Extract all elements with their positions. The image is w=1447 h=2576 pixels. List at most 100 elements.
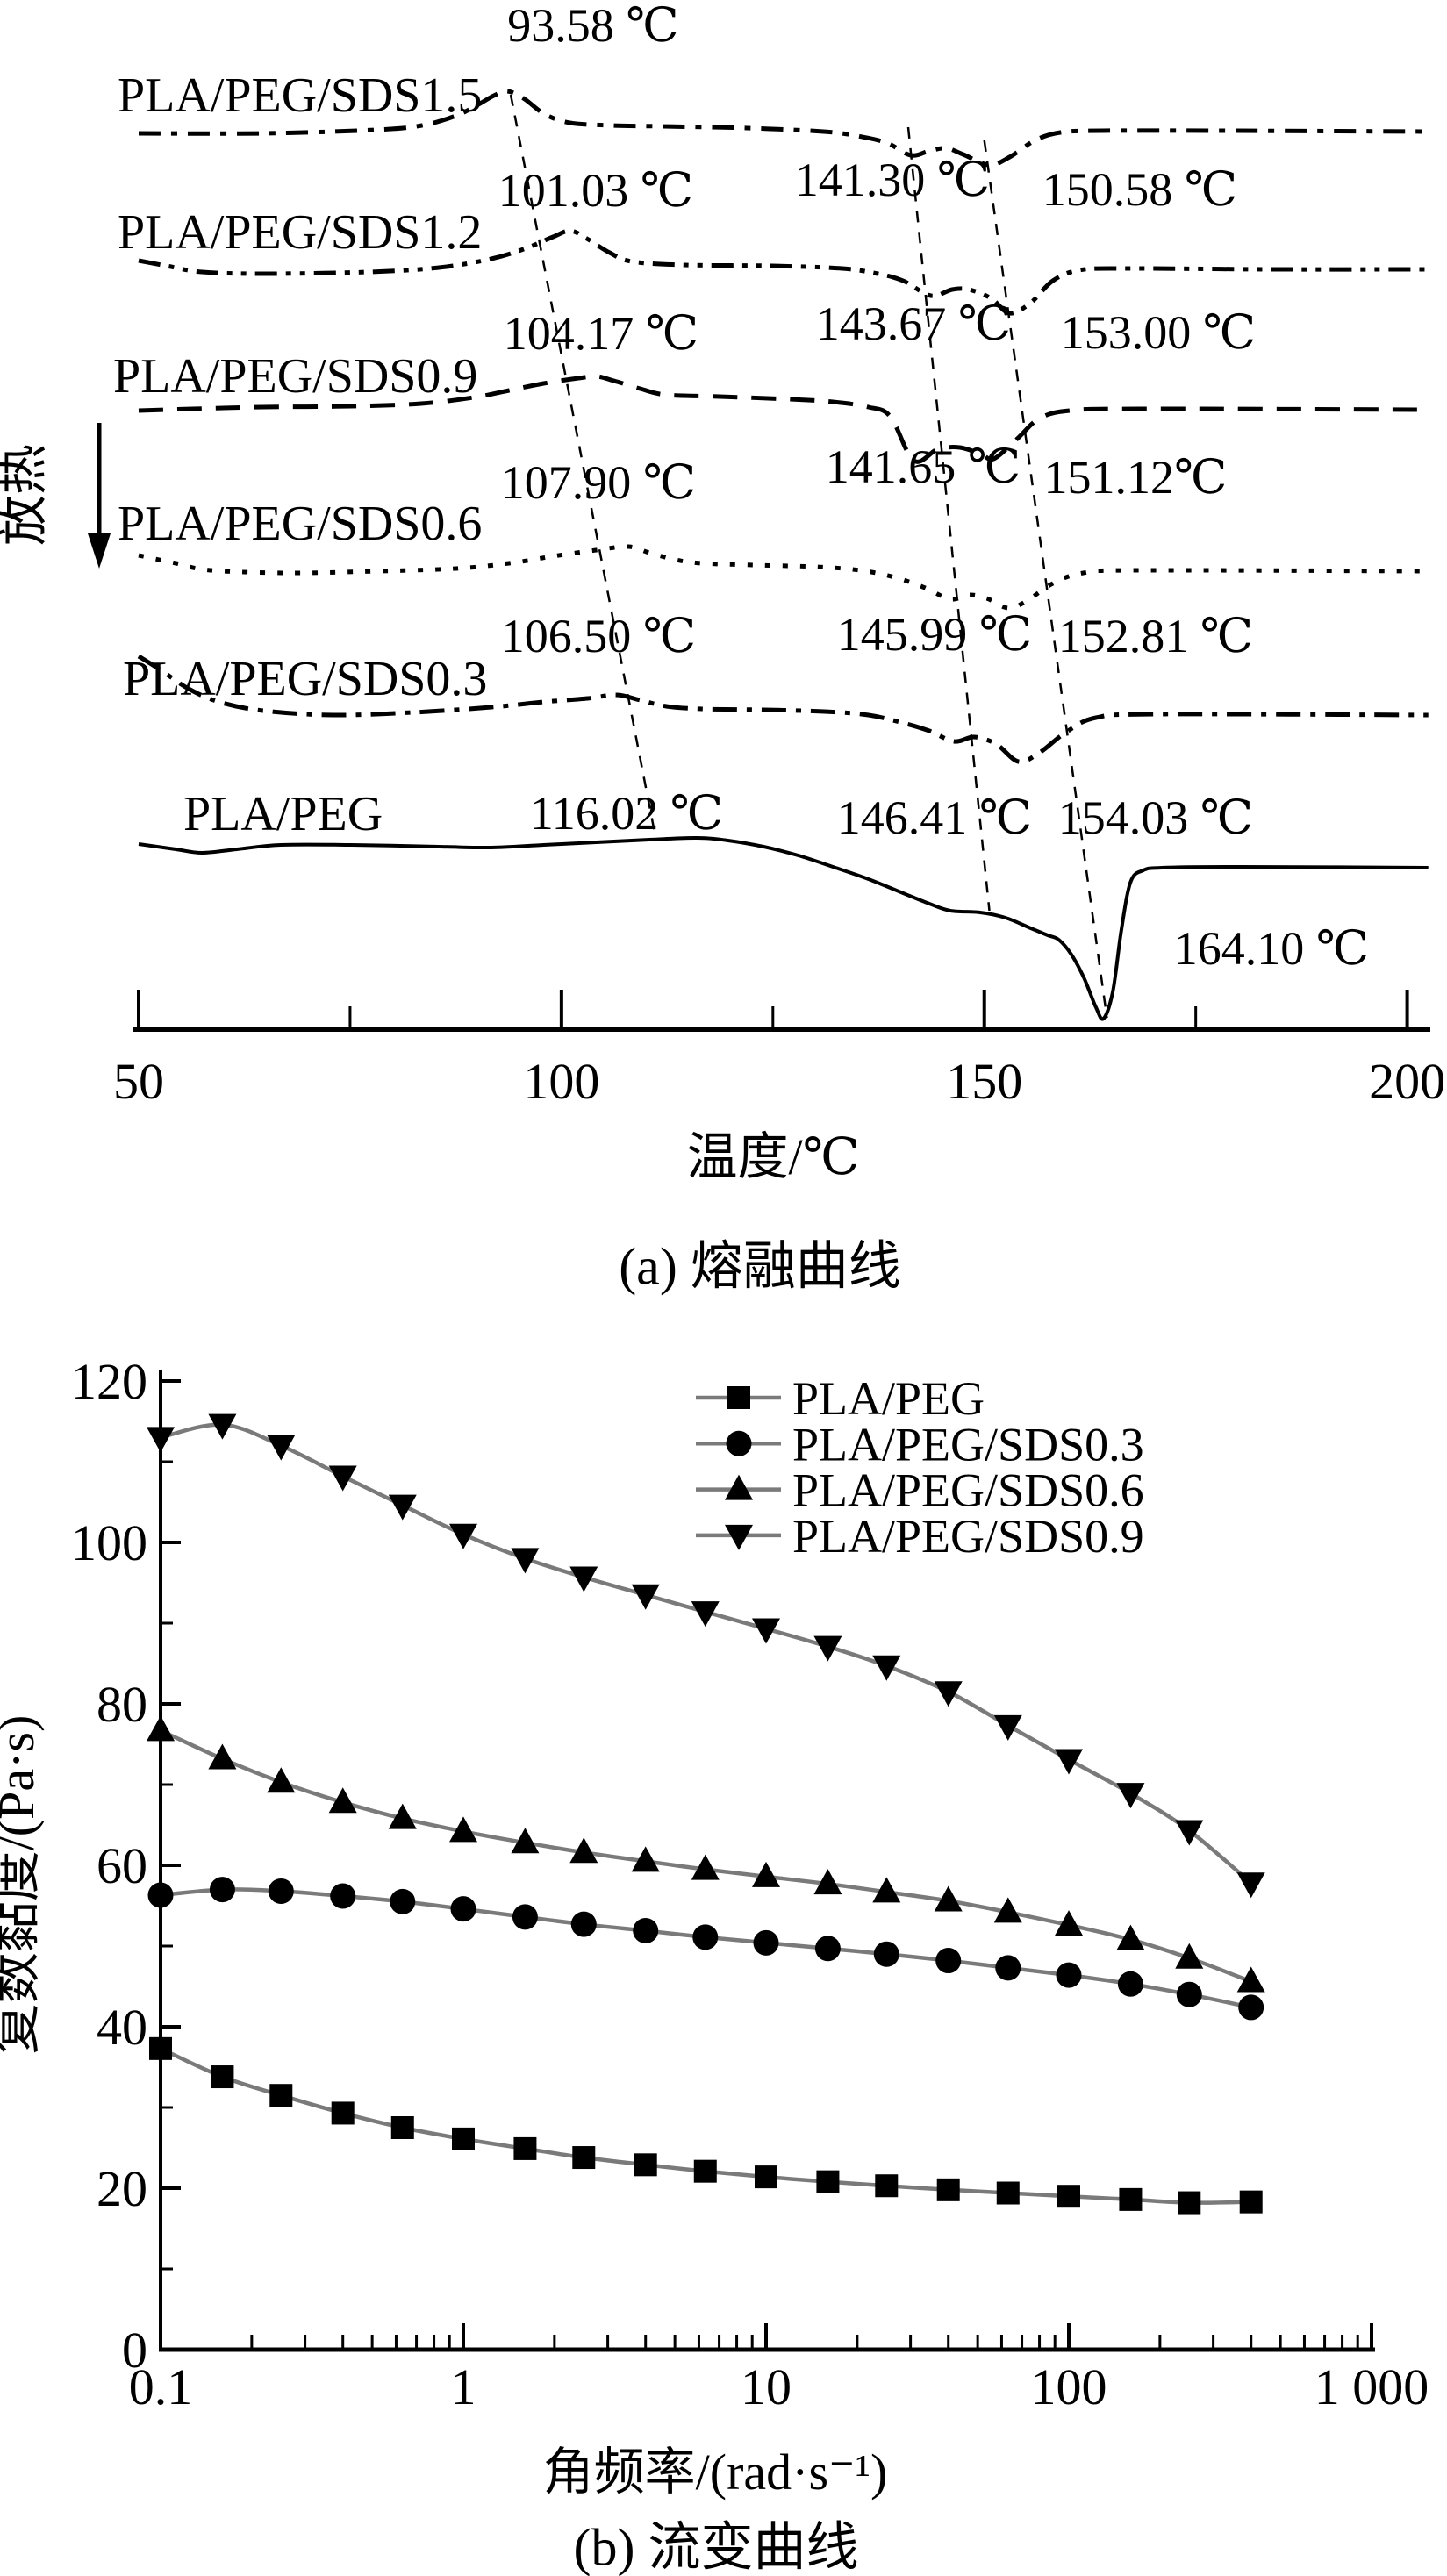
chart-b-y-ticks: 0 20 40 60 80 100 120 (71, 1353, 181, 2379)
dsc-curve-label: PLA/PEG/SDS0.9 (113, 349, 477, 404)
marker-circle (1176, 1981, 1202, 2007)
marker-square (755, 2165, 777, 2189)
chart-a-tick-label: 200 (1369, 1053, 1445, 1110)
temperature-annotation: 141.30 ℃ (795, 154, 990, 206)
marker-triangle-up (388, 1803, 417, 1829)
chart-a-dsc: 50 100 150 200PLA/PEG/SDS1.5PLA/PEG/SDS1.2P… (0, 0, 1445, 1110)
marker-triangle-down (388, 1494, 417, 1521)
legend-label: PLA/PEG/SDS0.6 (792, 1464, 1144, 1517)
marker-triangle-down (511, 1548, 540, 1574)
marker-triangle-up (631, 1846, 660, 1872)
chart-b-x-axis-title: 角频率/(rad·s⁻¹) (542, 2444, 888, 2501)
marker-triangle-down (752, 1618, 780, 1644)
marker-circle (692, 1924, 719, 1950)
peak-guide-line (906, 126, 991, 912)
marker-square (452, 2127, 475, 2150)
marker-circle (450, 1896, 476, 1922)
marker-circle (1238, 1994, 1264, 2021)
marker-triangle-down (1236, 1872, 1265, 1899)
marker-circle (814, 1936, 841, 1962)
marker-square (1239, 2190, 1263, 2214)
chart-b-x-tick-label: 0.1 (129, 2358, 193, 2415)
chart-b-y-tick-label: 60 (97, 1837, 147, 1894)
marker-triangle-up (147, 1715, 175, 1742)
marker-triangle-up (993, 1897, 1022, 1923)
chart-a-curve-labels: PLA/PEG/SDS1.5 PLA/PEG/SDS1.2 PLA/PEG/SDS0… (113, 68, 487, 841)
marker-triangle-down (691, 1601, 720, 1628)
marker-triangle-down (1055, 1749, 1083, 1775)
marker-square (816, 2170, 840, 2193)
marker-circle (512, 1904, 538, 1930)
marker-circle (935, 1948, 962, 1974)
marker-triangle-down (208, 1413, 237, 1440)
chart-a-caption: (a) 熔融曲线 (619, 1237, 901, 1296)
chart-b-legend: PLA/PEGPLA/PEG/SDS0.3PLA/PEG/SDS0.6PLA/P… (696, 1372, 1144, 1563)
marker-square (331, 2101, 355, 2125)
chart-a-x-ticks: 50 100 150 200 (113, 990, 1445, 1110)
dsc-curve-pla-peg-sds1.2 (138, 228, 1429, 316)
dsc-curve-pla-peg-sds0.6 (138, 544, 1429, 611)
marker-circle (330, 1883, 356, 1909)
peak-guide-line (509, 94, 658, 841)
series-pla-peg-sds0.6 (147, 1715, 1265, 1993)
peak-guide-line (983, 140, 1108, 1019)
marker-triangle-up (449, 1816, 477, 1843)
marker-circle (633, 1918, 659, 1944)
series-pla-peg-sds0.9 (147, 1413, 1265, 1899)
marker-triangle-up (872, 1877, 901, 1903)
dsc-curve-label: PLA/PEG/SDS1.2 (118, 205, 482, 260)
chart-b-x-tick-label: 1 000 (1314, 2358, 1429, 2415)
marker-triangle-down (934, 1681, 963, 1707)
marker-circle (268, 1878, 294, 1904)
marker-triangle-down (1175, 1820, 1204, 1846)
marker-triangle-down (872, 1655, 901, 1681)
dsc-curve-pla-peg-sds0.3 (137, 654, 1429, 764)
dsc-curve-label: PLA/PEG/SDS0.3 (123, 652, 487, 706)
marker-square (1119, 2187, 1143, 2211)
dsc-curve-label: PLA/PEG/SDS0.6 (118, 497, 482, 551)
temperature-annotation: 116.02 ℃ (530, 787, 723, 840)
dsc-curve-pla-peg-sds0.9 (138, 374, 1429, 464)
marker-circle (1056, 1962, 1082, 1988)
chart-b-x-tick-label: 10 (741, 2358, 792, 2415)
marker-square (572, 2146, 596, 2170)
chart-b-y-axis-title: 复数黏度/(Pa·s) (0, 1715, 45, 2055)
marker-triangle-up (328, 1787, 357, 1814)
marker-square (1057, 2185, 1080, 2208)
marker-triangle-up (208, 1743, 237, 1770)
marker-triangle-up (934, 1885, 963, 1912)
marker-square (211, 2065, 234, 2089)
chart-a-x-axis-title: 温度/℃ (686, 1128, 860, 1185)
marker-triangle-up (1175, 1943, 1204, 1969)
temperature-annotation: 143.67 ℃ (816, 297, 1011, 350)
marker-circle (873, 1941, 899, 1967)
marker-square (936, 2178, 960, 2201)
exo-direction-label: 放热 (0, 444, 52, 546)
temperature-annotation: 151.12℃ (1044, 451, 1228, 504)
marker-triangle-down (725, 1524, 753, 1550)
chart-a-tick-label: 50 (113, 1053, 164, 1110)
marker-triangle-up (267, 1767, 296, 1793)
marker-square (693, 2159, 717, 2183)
marker-triangle-down (449, 1523, 477, 1549)
marker-triangle-down (993, 1714, 1022, 1741)
series-pla-peg-sds0.3 (147, 1877, 1264, 2021)
legend-item-pla-peg-sds0.6: PLA/PEG/SDS0.6 (696, 1464, 1144, 1517)
marker-square (634, 2153, 657, 2177)
chart-b-x-tick-label: 100 (1031, 2358, 1107, 2415)
marker-circle (753, 1929, 779, 1956)
marker-triangle-down (569, 1566, 598, 1592)
chart-a-temperature-annotations: 93.58 ℃ 101.03 ℃ 141.30 ℃ 150.58 ℃ 104.17 ℃ 1… (498, 0, 1369, 975)
marker-triangle-up (1055, 1910, 1083, 1936)
chart-b-y-tick-label: 80 (97, 1676, 147, 1733)
chart-b-x-tick-label: 1 (451, 2358, 476, 2415)
marker-square (996, 2181, 1020, 2205)
chart-b-x-ticks: 0.1 1 10 100 1 000 (129, 2323, 1429, 2415)
temperature-annotation: 154.03 ℃ (1058, 791, 1253, 844)
marker-square (727, 1386, 750, 1409)
legend-item-pla-peg-sds0.3: PLA/PEG/SDS0.3 (696, 1418, 1144, 1470)
chart-b-y-tick-label: 20 (97, 2160, 147, 2217)
marker-circle (147, 1882, 174, 1908)
chart-b-caption: (b) 流变曲线 (573, 2518, 859, 2576)
